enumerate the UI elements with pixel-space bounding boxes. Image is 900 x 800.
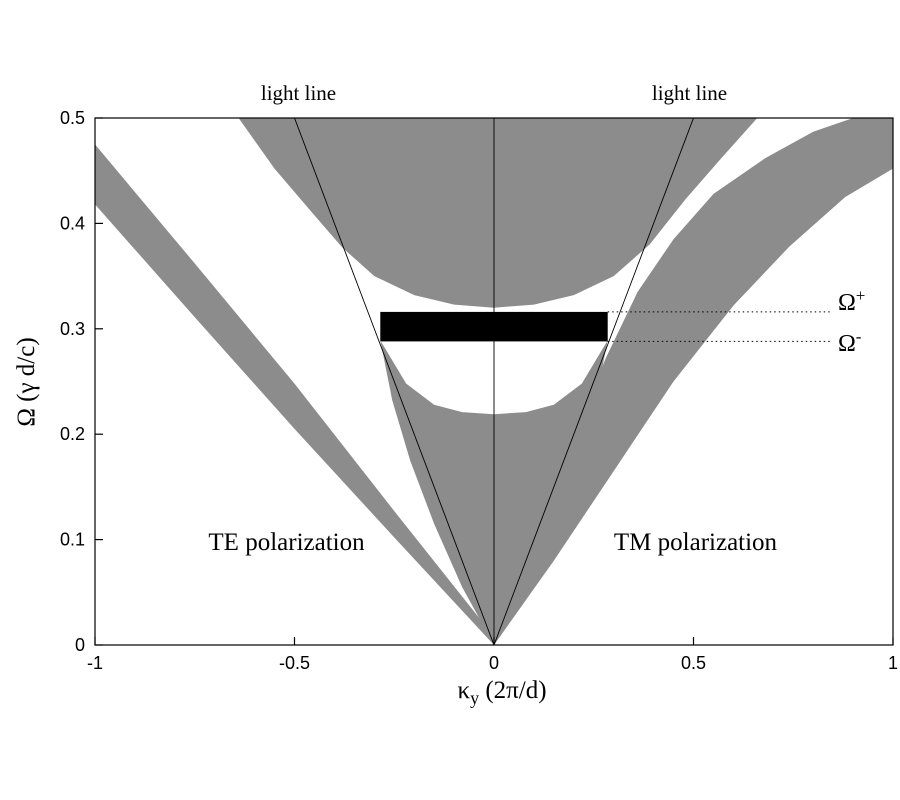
tm-polarization-label: TM polarization <box>614 529 778 556</box>
plot-content <box>95 118 893 645</box>
te-band-region <box>95 144 494 645</box>
y-tick-label: 0.2 <box>60 424 85 444</box>
y-tick-label: 0.1 <box>60 530 85 550</box>
te-polarization-label: TE polarization <box>208 529 365 556</box>
y-tick-label: 0 <box>75 635 85 655</box>
omega-plus-label: Ω+ <box>838 286 865 316</box>
x-tick-label: 1 <box>888 653 898 673</box>
y-axis-label: Ω (γ d/c) <box>13 337 40 426</box>
x-tick-label: 0 <box>489 653 499 673</box>
y-tick-label: 0.4 <box>60 213 85 233</box>
light-line-label-right: light line <box>652 81 727 105</box>
y-tick-label: 0.3 <box>60 319 85 339</box>
x-tick-label: -0.5 <box>279 653 310 673</box>
x-tick-label: 0.5 <box>681 653 706 673</box>
light-line-label-left: light line <box>261 81 336 105</box>
omega-minus-label: Ω- <box>838 327 862 357</box>
x-axis-label: κy (2π/d) <box>457 677 546 708</box>
light-line-right <box>493 118 694 645</box>
gap-rectangle <box>380 311 608 342</box>
upper-band-region <box>238 118 758 308</box>
y-tick-label: 0.5 <box>60 108 85 128</box>
light-line-left <box>294 118 495 645</box>
tm-band-region <box>494 118 893 645</box>
x-tick-label: -1 <box>87 653 103 673</box>
